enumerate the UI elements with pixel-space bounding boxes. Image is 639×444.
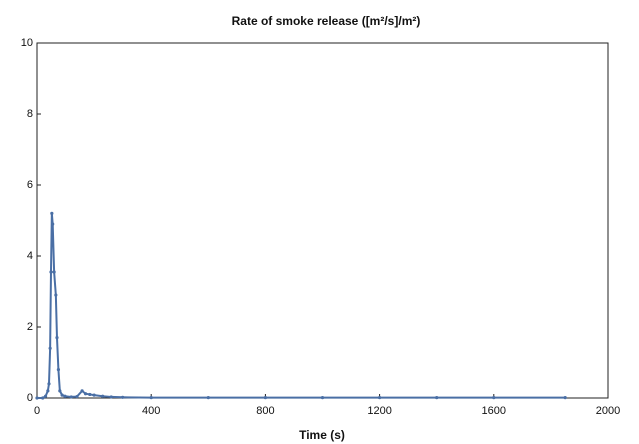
data-point	[60, 393, 64, 397]
data-point	[41, 396, 45, 400]
data-point	[58, 389, 62, 393]
data-point	[48, 346, 52, 350]
x-tick-label: 1600	[482, 405, 506, 417]
data-point	[492, 396, 496, 400]
data-point	[56, 368, 61, 372]
data-point	[263, 396, 267, 400]
data-point	[69, 395, 73, 399]
data-point	[51, 222, 55, 226]
data-point	[121, 395, 125, 399]
y-tick-label: 10	[21, 37, 33, 49]
x-tick-label: 2000	[596, 405, 620, 417]
data-point	[46, 389, 50, 393]
data-point	[52, 270, 56, 274]
data-point	[54, 293, 58, 297]
data-point	[75, 394, 79, 399]
data-point	[320, 396, 325, 400]
data-point	[149, 396, 153, 400]
x-tick-label: 800	[256, 405, 274, 417]
y-tick-label: 8	[27, 108, 33, 120]
data-point	[109, 395, 113, 399]
y-tick-label: 0	[27, 392, 33, 404]
data-point	[206, 396, 210, 400]
y-tick-label: 6	[27, 179, 33, 191]
y-tick-label: 4	[27, 250, 33, 262]
data-point	[83, 392, 88, 396]
data-point	[101, 394, 105, 398]
data-point	[50, 211, 54, 215]
chart-title: Rate of smoke release ([m²/s]/m²)	[232, 14, 421, 28]
y-tick-label: 2	[27, 321, 33, 333]
data-point	[35, 396, 39, 400]
data-point	[378, 396, 382, 400]
x-axis-label: Time (s)	[299, 428, 345, 442]
x-tick-label: 0	[34, 405, 40, 417]
data-point	[63, 394, 67, 398]
data-line	[37, 213, 566, 399]
data-point	[563, 396, 567, 400]
data-point	[88, 392, 92, 397]
data-point	[55, 336, 59, 340]
data-point	[43, 394, 48, 398]
data-point	[49, 270, 53, 274]
data-point	[47, 382, 51, 386]
data-point	[80, 389, 84, 393]
data-point	[92, 393, 96, 397]
x-tick-label: 1200	[367, 405, 391, 417]
plot-frame	[36, 42, 609, 399]
x-tick-label: 400	[142, 405, 160, 417]
data-point	[435, 396, 439, 400]
